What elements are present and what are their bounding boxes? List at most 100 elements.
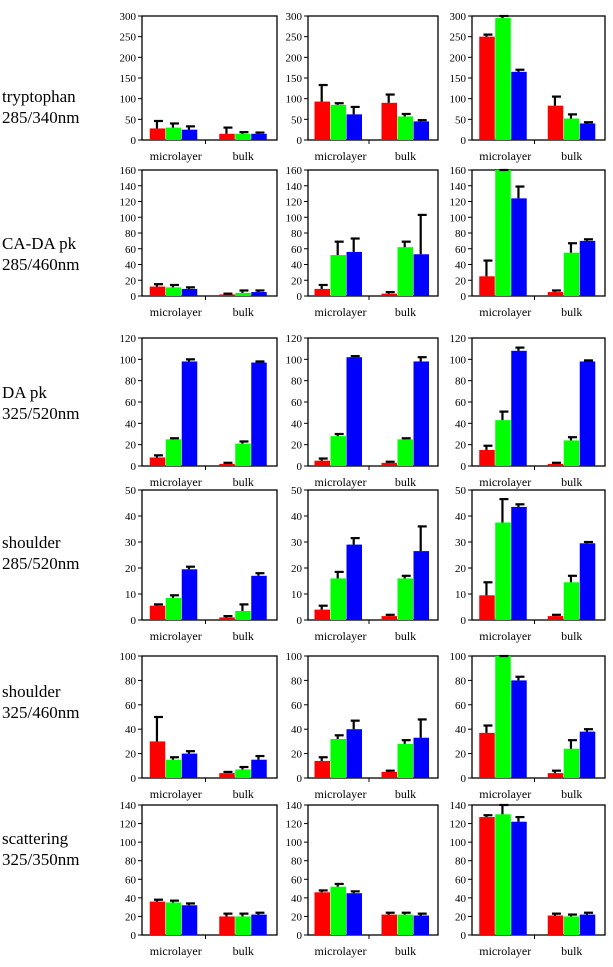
- y-tick-label: 0: [131, 135, 137, 147]
- y-tick-label: 100: [120, 94, 137, 106]
- bar-panel: 0 20 40 60 80 100 120 140 160 microlayer bulk: [450, 165, 606, 319]
- y-tick-label: 10: [291, 589, 303, 601]
- y-tick-label: 20: [291, 911, 303, 923]
- y-tick-label: 30: [455, 537, 467, 549]
- plot-frame: [307, 489, 439, 621]
- y-tick-label: 80: [455, 228, 467, 240]
- bar: [413, 551, 429, 620]
- y-tick-label: 80: [125, 675, 137, 687]
- bar: [479, 817, 495, 935]
- x-tick-label: bulk: [233, 149, 254, 163]
- y-tick-label: 50: [455, 485, 467, 497]
- y-tick-label: 40: [455, 511, 467, 523]
- bar: [579, 240, 596, 296]
- y-tick-label: 160: [450, 165, 467, 177]
- y-tick-label: 20: [455, 275, 467, 287]
- bar: [511, 821, 527, 935]
- y-tick-label: 40: [455, 893, 467, 905]
- bar: [563, 252, 580, 296]
- y-tick-label: 50: [291, 114, 303, 126]
- x-tick-label: bulk: [395, 475, 416, 489]
- bar: [495, 522, 511, 620]
- bar: [547, 105, 564, 140]
- y-tick-label: 100: [286, 212, 303, 224]
- y-tick-label: 40: [291, 893, 303, 905]
- y-tick-label: 20: [455, 911, 467, 923]
- y-tick-label: 0: [297, 773, 303, 785]
- x-tick-label: bulk: [395, 149, 416, 163]
- y-tick-label: 0: [297, 461, 303, 473]
- bar-panel: 0 20 40 60 80 100 120 microlayer bulk: [286, 333, 439, 489]
- bar: [479, 276, 495, 296]
- y-tick-label: 0: [461, 461, 467, 473]
- y-tick-label: 140: [450, 181, 467, 193]
- y-tick-label: 120: [120, 819, 137, 831]
- bar: [579, 914, 596, 935]
- bar: [397, 914, 413, 935]
- bar: [219, 463, 235, 466]
- y-tick-label: 40: [125, 724, 137, 736]
- bar: [314, 101, 330, 140]
- y-tick-label: 30: [291, 537, 303, 549]
- bar: [381, 914, 397, 935]
- y-tick-label: 40: [455, 724, 467, 736]
- bar: [149, 128, 166, 140]
- y-tick-label: 40: [125, 260, 137, 272]
- y-tick-label: 50: [291, 485, 303, 497]
- bar: [413, 121, 429, 140]
- y-tick-label: 40: [125, 511, 137, 523]
- bar-panel: 0 20 40 60 80 100 120 microlayer bulk: [120, 333, 278, 489]
- y-tick-label: 20: [291, 275, 303, 287]
- row-label-line: tryptophan: [2, 87, 76, 106]
- plot-frame: [141, 804, 278, 936]
- bar: [413, 915, 429, 935]
- bar: [219, 133, 235, 140]
- bar-panel: 0 50 100 150 200 250 300 microlayer bulk: [120, 11, 278, 163]
- y-tick-label: 40: [291, 724, 303, 736]
- bar-panel: 0 20 40 60 80 100 120 140 160 microlayer bulk: [286, 165, 439, 319]
- bar: [330, 104, 346, 140]
- y-tick-label: 0: [131, 773, 137, 785]
- row-label-line: 325/460nm: [2, 703, 80, 722]
- y-tick-label: 20: [291, 749, 303, 761]
- y-tick-label: 200: [120, 52, 137, 64]
- x-tick-label: microlayer: [315, 629, 367, 643]
- x-tick-label: microlayer: [150, 149, 202, 163]
- bar: [330, 255, 346, 296]
- bar: [251, 575, 267, 620]
- bar: [235, 443, 251, 466]
- y-tick-label: 120: [286, 333, 303, 345]
- x-tick-label: bulk: [233, 944, 254, 958]
- bar: [251, 914, 267, 935]
- y-tick-label: 250: [450, 32, 467, 44]
- bar: [314, 288, 330, 296]
- plot-frame: [307, 655, 439, 779]
- y-tick-label: 120: [450, 819, 467, 831]
- bar: [547, 773, 564, 778]
- bar: [181, 288, 198, 296]
- bar: [397, 743, 413, 778]
- y-tick-label: 150: [450, 73, 467, 85]
- y-tick-label: 80: [455, 675, 467, 687]
- bar: [381, 293, 397, 296]
- bar: [495, 656, 511, 778]
- y-tick-label: 80: [125, 856, 137, 868]
- bar: [330, 886, 346, 935]
- bar: [495, 814, 511, 935]
- bar: [397, 116, 413, 140]
- x-tick-label: bulk: [561, 475, 582, 489]
- x-tick-label: microlayer: [479, 944, 531, 958]
- row-label-line: 285/460nm: [2, 255, 80, 274]
- bar-panel: 0 20 40 60 80 100 120 140 microlayer bulk: [120, 800, 278, 958]
- bar: [181, 129, 198, 140]
- bar: [235, 292, 251, 296]
- plot-frame: [141, 655, 278, 779]
- bar: [413, 737, 429, 778]
- y-tick-label: 150: [286, 73, 303, 85]
- bar: [149, 286, 166, 296]
- y-tick-label: 60: [125, 700, 137, 712]
- bar: [563, 916, 580, 935]
- bar: [547, 915, 564, 935]
- bar: [479, 595, 495, 620]
- y-tick-label: 160: [286, 165, 303, 177]
